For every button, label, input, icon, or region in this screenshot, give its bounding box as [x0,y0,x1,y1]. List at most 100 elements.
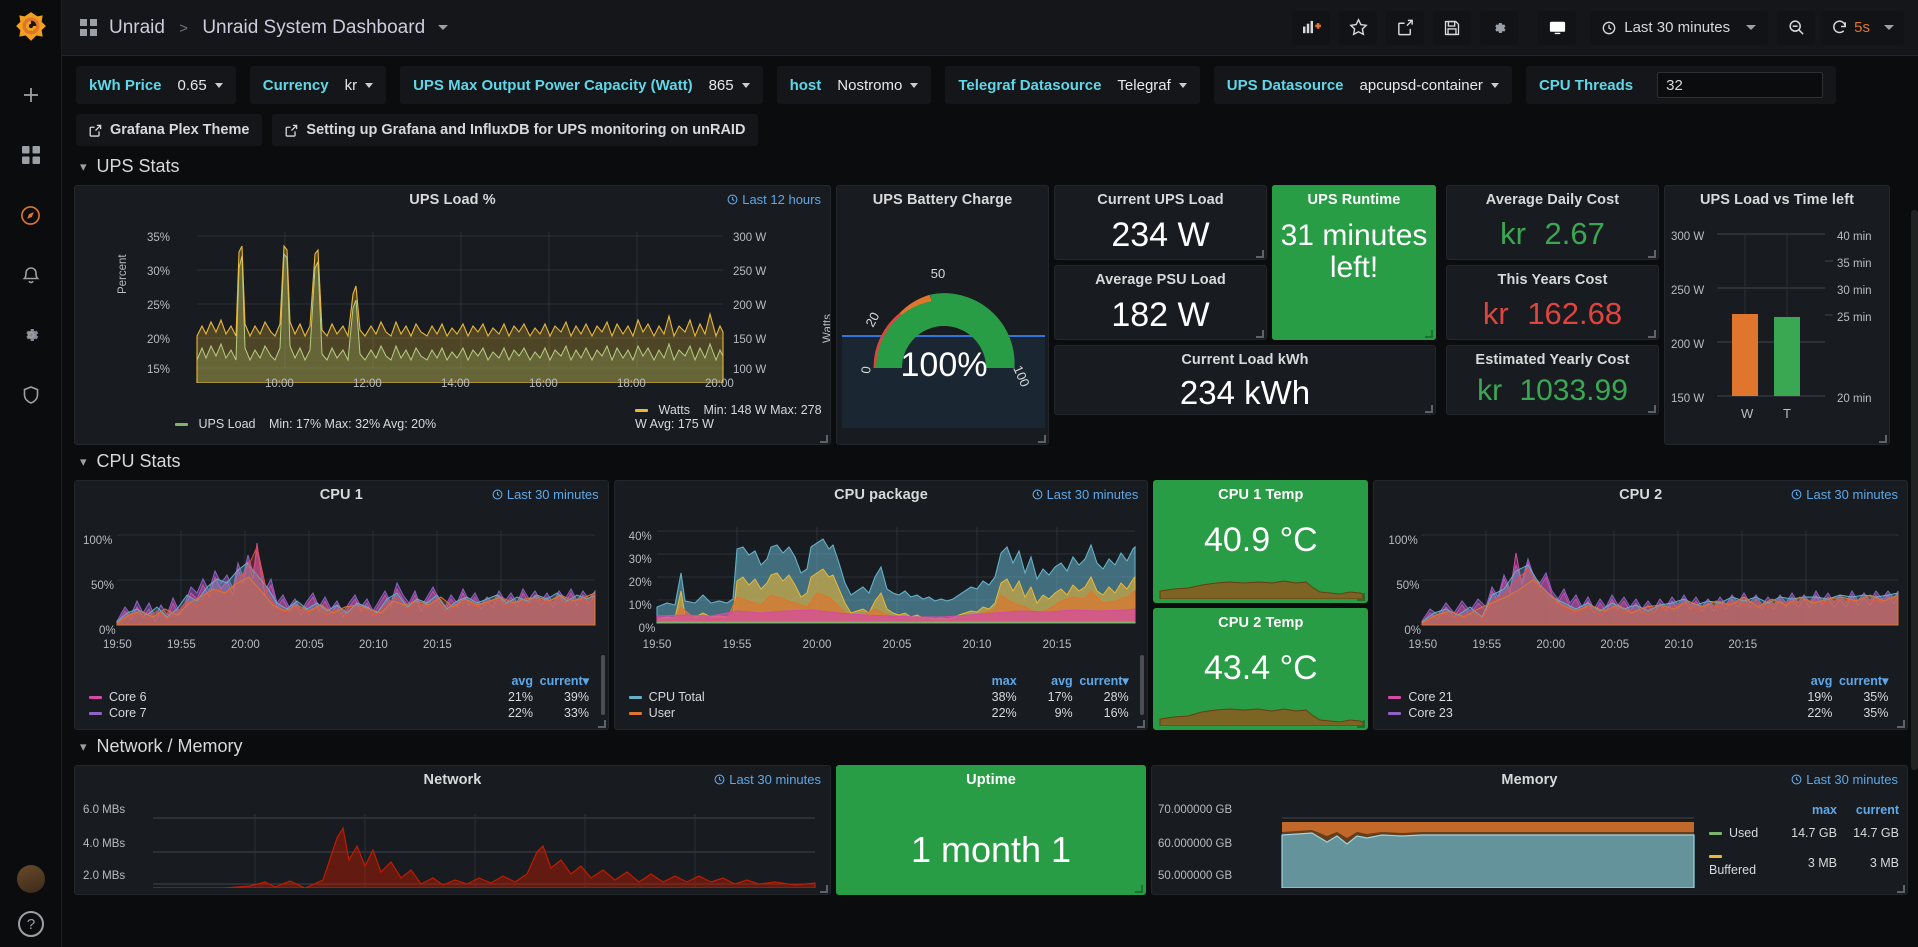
legend-col-max[interactable]: max [991,673,1017,688]
resize-handle[interactable] [1038,435,1046,443]
resize-handle[interactable] [1897,885,1905,893]
panel-ups-load-percent[interactable]: UPS Load % Last 12 hours [74,185,831,445]
sidebar-item-dashboards[interactable] [8,132,54,178]
breadcrumb-folder[interactable]: Unraid [109,16,165,38]
help-icon[interactable]: ? [18,911,44,937]
zoom-out-time-button[interactable] [1777,10,1816,45]
resize-handle[interactable] [1648,330,1656,338]
legend-col-current[interactable]: current▾ [1079,674,1129,688]
resize-handle[interactable] [1256,250,1264,258]
sidebar-item-configuration[interactable] [8,312,54,358]
sidebar-item-alerting[interactable] [8,252,54,298]
resize-handle[interactable] [1425,330,1433,338]
resize-handle[interactable] [1897,720,1906,728]
dashboard-settings-button[interactable] [1480,10,1519,45]
legend-col-max[interactable]: max [1811,803,1837,817]
panel-cpu-2[interactable]: CPU 2 Last 30 minutes [1373,480,1909,730]
save-dashboard-button[interactable] [1433,10,1472,45]
page-title[interactable]: Unraid System Dashboard [202,16,426,38]
variable-cpu-threads[interactable]: CPU Threads [1525,66,1837,104]
legend-row[interactable]: Used 14.7 GB 14.7 GB [1709,818,1899,841]
panel-this-years-cost[interactable]: This Years Cost kr 162.68 [1446,265,1659,340]
legend-row[interactable]: CPU Total 38% 17% 28% [628,689,1129,705]
panel-cpu-1[interactable]: CPU 1 Last 30 minutes [74,480,609,730]
variable-ups-max-output-power[interactable]: UPS Max Output Power Capacity (Watt) 865 [400,66,763,104]
cpu-threads-input[interactable] [1657,72,1824,98]
legend-item-ups-load[interactable]: UPS Load Min: 17% Max: 32% Avg: 20% [175,417,436,431]
mark-favorite-button[interactable] [1339,10,1378,45]
row-header-network-memory[interactable]: ▾ Network / Memory [74,730,1908,765]
resize-handle[interactable] [1357,720,1366,728]
refresh-picker[interactable]: 5s [1821,10,1904,45]
tv-mode-button[interactable] [1538,10,1577,45]
panel-average-daily-cost[interactable]: Average Daily Cost kr 2.67 [1446,185,1659,260]
legend-col-avg[interactable]: avg [1051,673,1073,688]
legend-col-current[interactable]: current▾ [539,674,589,688]
chevron-down-icon[interactable] [365,82,374,88]
resize-handle[interactable] [1879,435,1887,443]
panel-uptime[interactable]: Uptime 1 month 1 [836,765,1146,895]
add-panel-button[interactable] [1292,10,1331,45]
page-scrollbar[interactable] [1911,210,1918,770]
legend-row[interactable]: Core 23 22% 35% [1388,705,1888,721]
panel-ups-load-vs-time-left[interactable]: UPS Load vs Time left [1664,185,1890,445]
legend-row[interactable]: Buffered 3 MB 3 MB [1709,841,1899,878]
resize-handle[interactable] [1135,885,1143,893]
panel-average-psu-load[interactable]: Average PSU Load 182 W [1054,265,1267,340]
panel-cpu-2-temp[interactable]: CPU 2 Temp 43.4 °C [1153,608,1369,730]
legend-col-current[interactable]: current▾ [1838,674,1889,688]
variable-kwh-price[interactable]: kWh Price 0.65 [76,66,236,104]
sidebar-item-server-admin[interactable] [8,372,54,418]
resize-handle[interactable] [1137,720,1146,728]
chevron-down-icon[interactable] [1178,82,1187,88]
time-range-picker[interactable]: Last 30 minutes [1590,10,1769,45]
sidebar-item-explore[interactable] [8,192,54,238]
legend-col-avg[interactable]: avg [1810,673,1833,688]
legend-row[interactable]: User 22% 9% 16% [628,705,1129,721]
panel-estimated-yearly-cost[interactable]: Estimated Yearly Cost kr 1033.99 [1446,345,1659,415]
panel-cpu-1-temp[interactable]: CPU 1 Temp 40.9 °C [1153,480,1369,603]
legend-row[interactable]: Core 21 19% 35% [1388,689,1888,705]
resize-handle[interactable] [1648,250,1656,258]
chevron-down-icon[interactable]: ▾ [80,738,87,754]
chevron-down-icon[interactable] [214,82,223,88]
legend-row[interactable]: Core 6 21% 39% [89,689,589,705]
panel-ups-battery-charge[interactable]: UPS Battery Charge 50 20 0 100 100% [836,185,1049,445]
chevron-down-icon[interactable] [1884,25,1894,30]
panel-memory[interactable]: Memory Last 30 minutes 70.000000 GB [1151,765,1908,895]
chevron-down-icon[interactable]: ▾ [80,158,87,174]
chevron-down-icon[interactable] [1746,25,1757,30]
chevron-down-icon[interactable]: ▾ [80,453,87,469]
panel-cpu-package[interactable]: CPU package Last 30 minutes [613,480,1149,730]
resize-handle[interactable] [1648,405,1656,413]
legend-row[interactable]: Core 7 22% 33% [89,705,589,721]
legend-scrollbar[interactable] [1140,655,1145,715]
variable-ups-datasource[interactable]: UPS Datasource apcupsd-container [1213,66,1512,104]
panel-current-load-kwh[interactable]: Current Load kWh 234 kWh [1054,345,1436,415]
resize-handle[interactable] [597,720,606,728]
legend-scrollbar[interactable] [600,655,605,715]
legend-col-current[interactable]: current [1855,803,1899,817]
resize-handle[interactable] [820,885,828,893]
sidebar-item-create[interactable] [8,72,54,118]
dashboard-link-grafana-plex-theme[interactable]: Grafana Plex Theme [76,114,263,146]
legend-col-avg[interactable]: avg [511,673,533,688]
row-header-ups-stats[interactable]: ▾ UPS Stats [74,150,1908,185]
row-header-cpu-stats[interactable]: ▾ CPU Stats [74,445,1908,480]
panel-network[interactable]: Network Last 30 minutes [74,765,831,895]
dashboard-grid-icon[interactable] [80,19,97,36]
resize-handle[interactable] [820,435,828,443]
panel-current-ups-load[interactable]: Current UPS Load 234 W [1054,185,1267,260]
share-dashboard-button[interactable] [1386,10,1425,45]
resize-handle[interactable] [1425,405,1433,413]
variable-telegraf-datasource[interactable]: Telegraf Datasource Telegraf [945,66,1200,104]
chevron-down-icon[interactable] [910,82,919,88]
dashboard-link-ups-monitoring-guide[interactable]: Setting up Grafana and InfluxDB for UPS … [272,114,759,146]
resize-handle[interactable] [1357,593,1366,601]
avatar[interactable] [17,865,45,893]
chevron-down-icon[interactable] [741,82,750,88]
panel-ups-runtime[interactable]: UPS Runtime 31 minutes left! [1272,185,1436,340]
grafana-logo-icon[interactable] [8,4,54,50]
chevron-down-icon[interactable] [438,24,449,30]
variable-currency[interactable]: Currency kr [249,66,387,104]
